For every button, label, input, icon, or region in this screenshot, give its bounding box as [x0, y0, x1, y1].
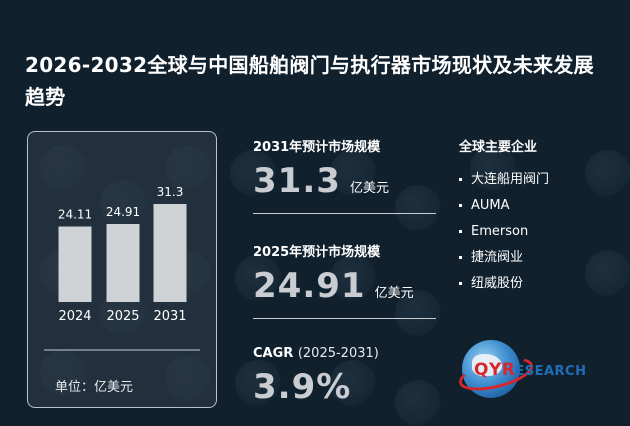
bar-2031 — [153, 204, 187, 302]
company-item: 大连船用阀门 — [459, 167, 549, 193]
x-tick-2024: 2024 — [58, 309, 91, 324]
page-title: 2026-2032全球与中国船舶阀门与执行器市场现状及未来发展趋势 — [25, 53, 594, 109]
company-item: 纽威股份 — [459, 271, 549, 297]
bullet-icon — [459, 230, 462, 233]
company-item: Emerson — [459, 219, 549, 245]
data-label-2031: 31.3 — [157, 185, 184, 199]
stat-2025-unit: 亿美元 — [374, 286, 414, 301]
stat-2025-value: 24.91 — [253, 266, 366, 306]
stat-cagr: CAGR (2025-2031) 3.9% — [253, 346, 379, 407]
cagr-value: 3.9% — [253, 367, 352, 407]
company-item: AUMA — [459, 193, 549, 219]
cagr-period: (2025-2031) — [297, 346, 379, 361]
bullet-icon — [459, 282, 462, 285]
companies-list: 全球主要企业 大连船用阀门 AUMA Emerson 捷流阀业 纽威股份 — [459, 136, 549, 297]
bar-2025 — [106, 224, 140, 302]
stat-divider-2 — [253, 318, 436, 319]
cagr-label: CAGR — [253, 346, 294, 361]
qyresearch-logo: QYRESEARCH — [455, 336, 608, 406]
bar-chart: 24.11 2024 24.91 2025 31.3 2031 — [44, 185, 200, 351]
data-label-2024: 24.11 — [58, 208, 92, 222]
stat-divider-1 — [253, 213, 436, 214]
globe-icon — [462, 340, 520, 398]
bar-2024 — [58, 226, 92, 302]
stat-2031: 2031年预计市场规模 31.3 亿美元 — [253, 136, 389, 201]
x-tick-2031: 2031 — [153, 309, 186, 324]
bullet-icon — [459, 178, 462, 181]
data-label-2025: 24.91 — [106, 205, 140, 219]
x-tick-2025: 2025 — [106, 309, 139, 324]
stat-2031-label: 2031年预计市场规模 — [253, 140, 381, 155]
logo-text: QYRESEARCH — [474, 360, 587, 380]
company-item: 捷流阀业 — [459, 245, 549, 271]
chart-unit-label: 单位：亿美元 — [55, 380, 134, 395]
stat-2025-label: 2025年预计市场规模 — [253, 245, 381, 260]
stat-2031-value: 31.3 — [253, 161, 341, 201]
bar-chart-panel: 24.11 2024 24.91 2025 31.3 2031 单位：亿美元 — [27, 131, 217, 408]
stat-2031-unit: 亿美元 — [349, 181, 389, 196]
bullet-icon — [459, 204, 462, 207]
stat-2025: 2025年预计市场规模 24.91 亿美元 — [253, 241, 414, 306]
companies-title: 全球主要企业 — [459, 140, 538, 155]
bullet-icon — [459, 256, 462, 259]
